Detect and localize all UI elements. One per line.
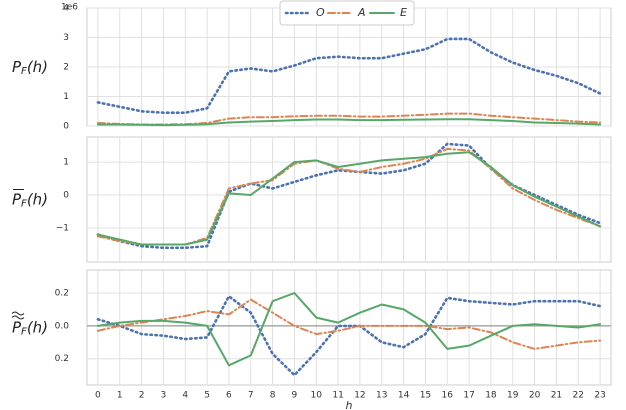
x-tick-label: 9: [292, 391, 298, 401]
panel-background: [86, 136, 612, 263]
x-tick-label: 10: [311, 391, 323, 401]
accent: [11, 311, 25, 316]
series-line: [96, 151, 602, 246]
y-axis-label: PF(h): [12, 190, 48, 210]
legend-label: O: [316, 6, 325, 19]
series-line: [96, 37, 602, 114]
x-tick-label: 21: [551, 391, 562, 401]
y-label-args: (h): [27, 318, 48, 336]
y-label-args: (h): [27, 58, 48, 76]
x-tick-label: 19: [507, 391, 519, 401]
offset-text: 1e6: [61, 3, 78, 13]
x-tick-label: 13: [376, 391, 387, 401]
series-line: [96, 292, 602, 367]
y-axis-label: PF(h): [12, 318, 48, 338]
series-line: [96, 118, 602, 127]
x-tick-label: 18: [485, 391, 497, 401]
x-tick-label: 3: [161, 391, 167, 401]
x-tick-label: 16: [442, 391, 454, 401]
y-label-sub: F: [21, 199, 27, 210]
legend-label: A: [357, 6, 366, 19]
x-tick-label: 4: [182, 391, 188, 401]
legend-label: E: [400, 6, 407, 19]
y-label-sub: F: [21, 327, 27, 338]
x-tick-label: 6: [226, 391, 232, 401]
x-tick-label: 23: [594, 391, 605, 401]
y-tick-label: 0.2: [55, 354, 69, 364]
y-label-base: P: [12, 318, 22, 336]
y-tick-label: −1: [56, 224, 69, 234]
x-tick-label: 15: [420, 391, 431, 401]
x-tick-label: 7: [248, 391, 254, 401]
y-axis-label: PF(h): [12, 58, 48, 78]
series-line: [96, 298, 602, 350]
y-label-base: P: [12, 190, 22, 208]
y-label-args: (h): [27, 190, 48, 208]
x-tick-label: 17: [463, 391, 474, 401]
y-tick-label: 3: [63, 33, 69, 43]
accent: [11, 315, 25, 320]
y-label-sub: F: [21, 66, 27, 77]
x-tick-label: 1: [117, 391, 123, 401]
y-tick-label: 0: [63, 122, 69, 132]
y-tick-label: 2: [63, 63, 69, 73]
y-tick-label: 1: [63, 158, 69, 168]
y-tick-label: 0.0: [55, 321, 70, 331]
y-tick-label: 1: [63, 92, 69, 102]
x-tick-label: 11: [332, 391, 343, 401]
series-line: [96, 295, 602, 377]
x-tick-label: 22: [573, 391, 584, 401]
x-tick-label: 8: [270, 391, 276, 401]
x-tick-label: 0: [95, 391, 101, 401]
y-label-base: P: [12, 58, 22, 76]
y-tick-label: 0.2: [55, 289, 69, 299]
x-tick-label: 12: [354, 391, 365, 401]
y-tick-label: 0: [63, 191, 69, 201]
x-tick-label: 20: [529, 391, 541, 401]
x-axis-label: h: [346, 399, 353, 410]
y-tick-label: 4: [63, 4, 69, 14]
x-tick-label: 2: [139, 391, 145, 401]
x-tick-label: 5: [204, 391, 210, 401]
x-tick-label: 14: [398, 391, 410, 401]
